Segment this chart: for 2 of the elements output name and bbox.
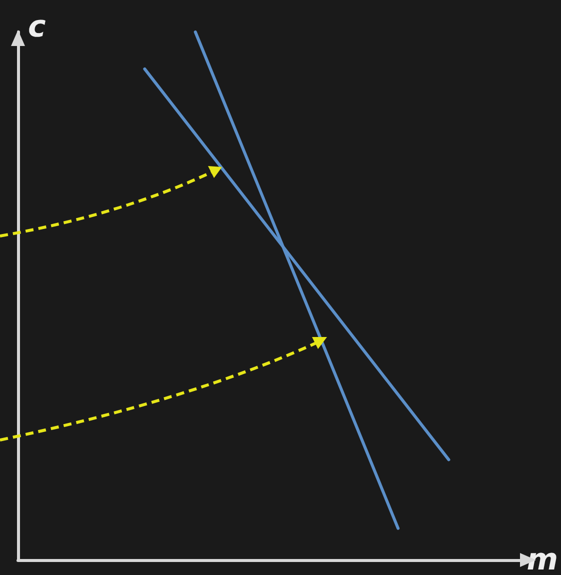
x-axis-title: m (526, 542, 558, 575)
y-axis-title: c (28, 10, 46, 44)
